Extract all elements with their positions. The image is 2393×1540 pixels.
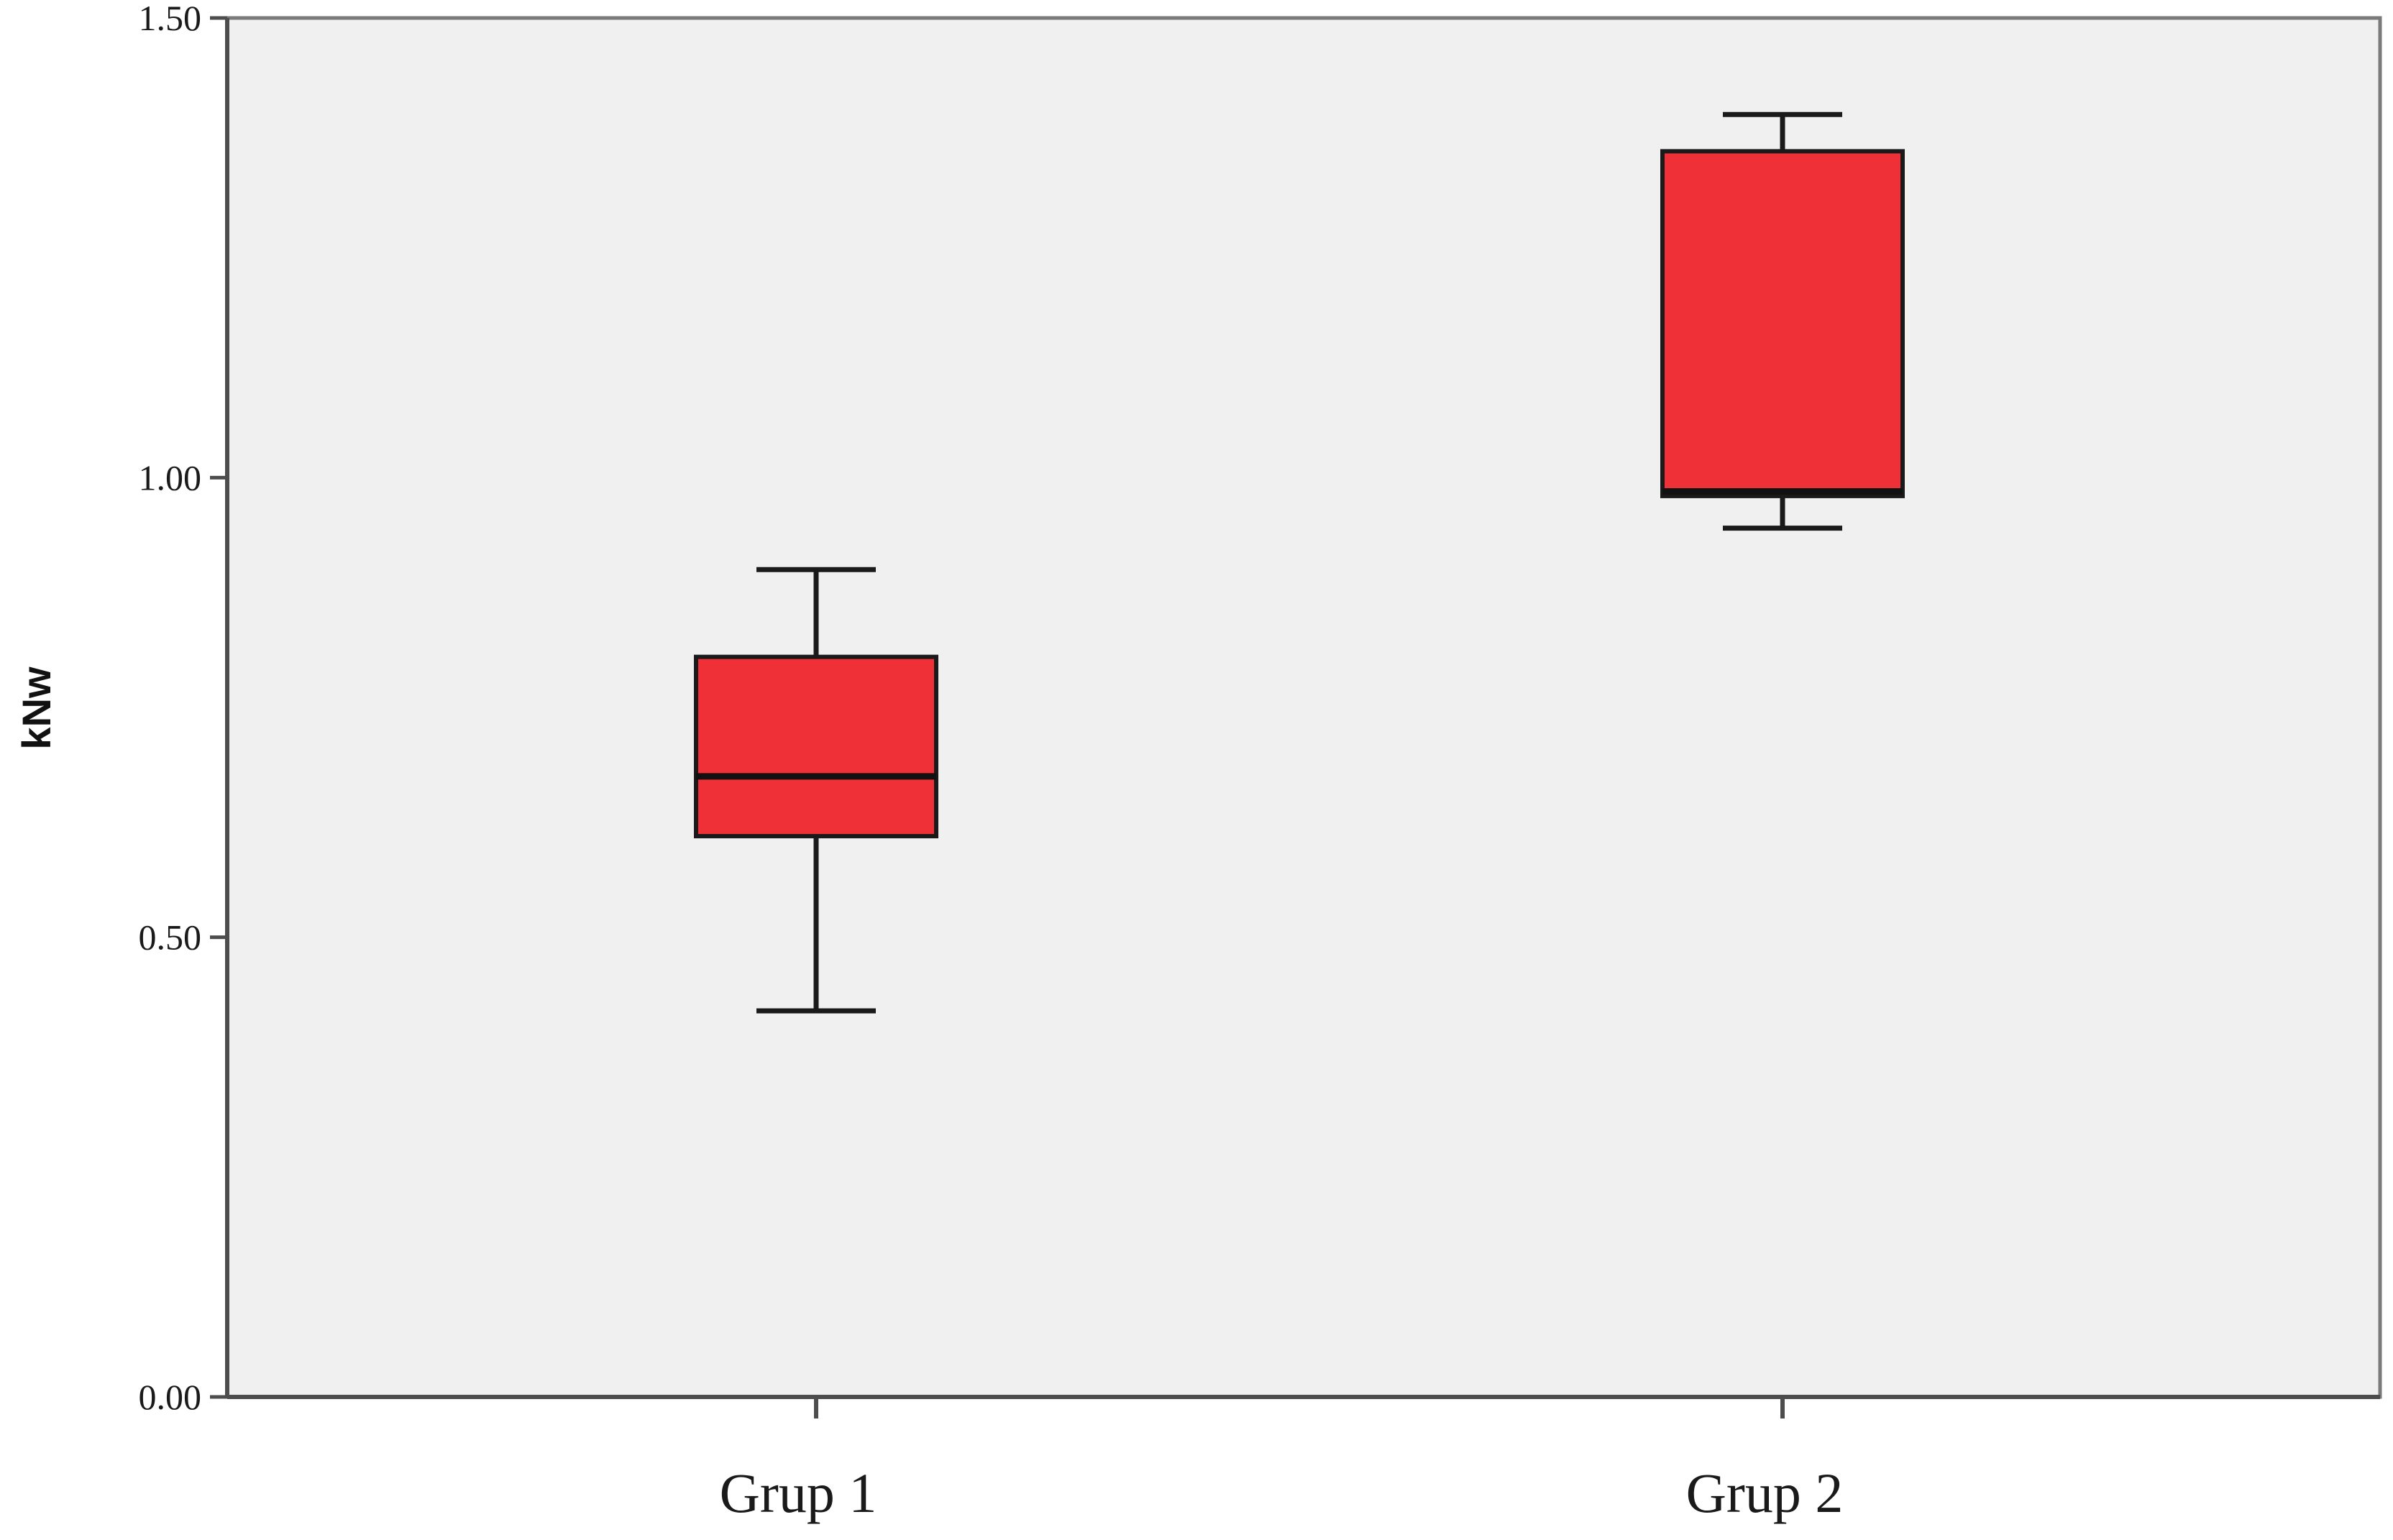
box-1 bbox=[1660, 149, 1905, 498]
y-axis-title: kNw bbox=[14, 666, 59, 750]
boxes bbox=[694, 111, 1905, 1014]
y-tick-label-1: 0.50 bbox=[139, 917, 202, 958]
y-tick-label-2: 1.00 bbox=[139, 457, 202, 498]
x-category-label-0: Grup 1 bbox=[720, 1462, 877, 1524]
y-axis: 0.00 0.50 1.00 1.50 bbox=[139, 0, 229, 1417]
box-0 bbox=[694, 654, 938, 839]
box-group-0 bbox=[694, 567, 938, 1014]
x-category-label-1: Grup 2 bbox=[1686, 1462, 1844, 1524]
box-group-1 bbox=[1660, 111, 1905, 531]
y-tick-label-3: 1.50 bbox=[139, 0, 202, 38]
x-axis: Grup 1 Grup 2 bbox=[227, 1395, 2380, 1524]
y-tick-label-0: 0.00 bbox=[139, 1377, 202, 1417]
plot-area bbox=[225, 16, 2382, 1399]
